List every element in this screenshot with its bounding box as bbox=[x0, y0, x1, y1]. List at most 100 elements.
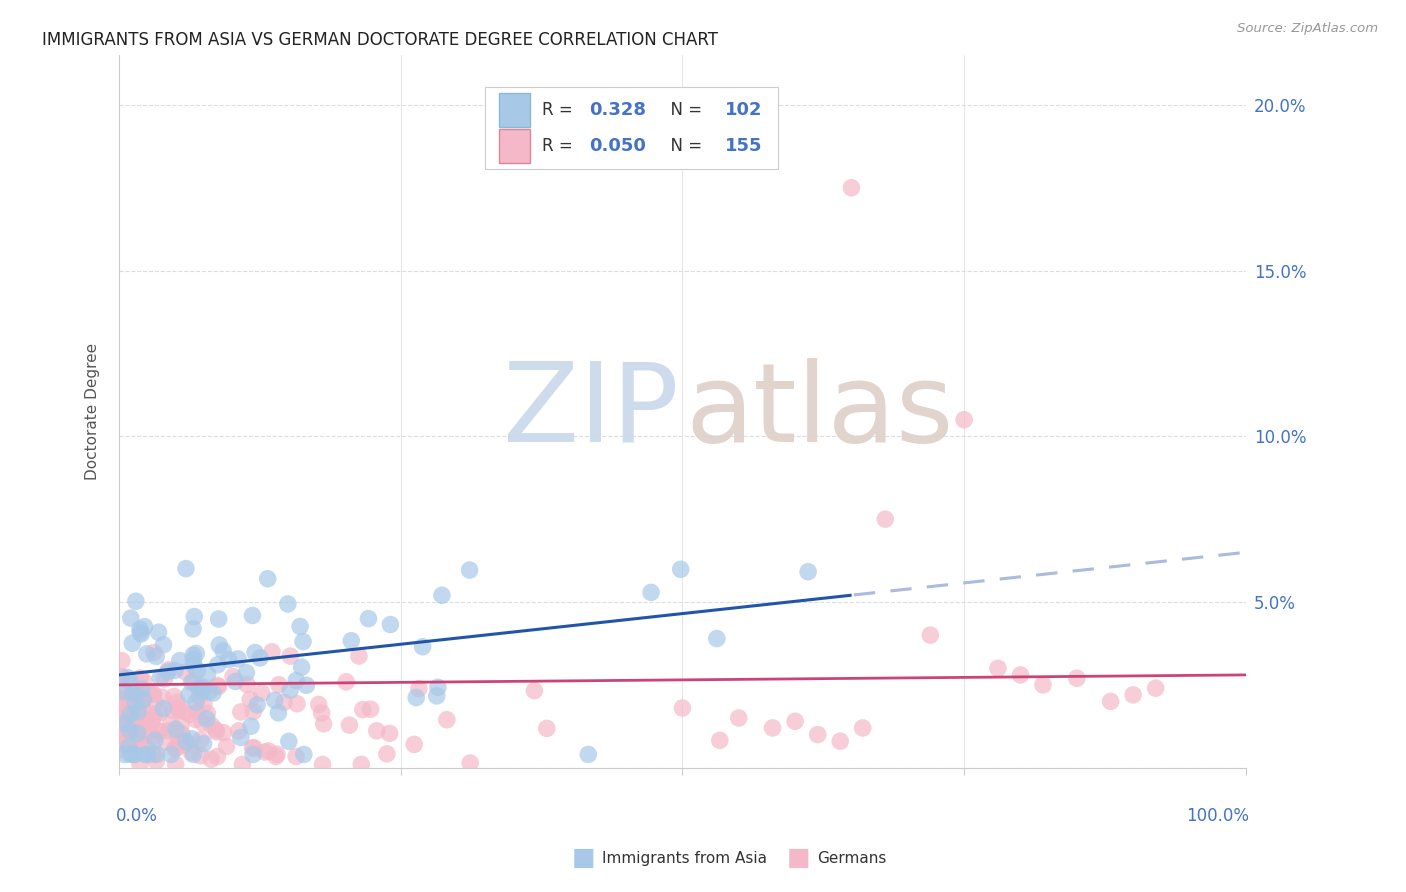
Point bbox=[229, 705, 252, 719]
Point bbox=[242, 705, 264, 719]
Point bbox=[243, 645, 266, 659]
Point bbox=[167, 703, 190, 717]
Point bbox=[404, 738, 426, 752]
Text: N =: N = bbox=[659, 101, 707, 119]
Point bbox=[987, 661, 1010, 675]
Point bbox=[226, 652, 249, 666]
Point bbox=[132, 716, 155, 731]
Point bbox=[190, 748, 212, 763]
Point bbox=[239, 692, 262, 706]
Point bbox=[181, 648, 204, 662]
Point bbox=[142, 730, 165, 744]
Point bbox=[260, 645, 283, 659]
Point bbox=[352, 703, 374, 717]
Point bbox=[953, 413, 976, 427]
Point bbox=[131, 681, 153, 696]
Point bbox=[149, 706, 172, 720]
Point bbox=[110, 709, 132, 723]
Point bbox=[180, 731, 202, 746]
Point bbox=[125, 718, 148, 732]
Point bbox=[187, 663, 209, 677]
Point bbox=[131, 695, 153, 709]
Point bbox=[121, 694, 143, 708]
Point bbox=[174, 561, 197, 575]
Point bbox=[165, 741, 187, 756]
Point bbox=[143, 708, 166, 723]
Point bbox=[807, 727, 830, 741]
Point bbox=[115, 731, 138, 745]
Point bbox=[205, 723, 228, 737]
Text: ■: ■ bbox=[787, 847, 810, 870]
Point bbox=[311, 706, 333, 720]
Point bbox=[207, 679, 229, 693]
Point bbox=[142, 747, 165, 762]
Point bbox=[187, 681, 209, 695]
Point bbox=[110, 719, 132, 733]
Point bbox=[180, 745, 202, 759]
Point bbox=[120, 708, 142, 723]
Point bbox=[150, 690, 173, 705]
Point bbox=[184, 695, 207, 709]
Point bbox=[143, 733, 166, 747]
Point bbox=[127, 701, 149, 715]
Point bbox=[127, 726, 149, 740]
Point bbox=[181, 673, 204, 688]
Point bbox=[426, 681, 449, 695]
Point bbox=[267, 706, 290, 720]
Point bbox=[277, 734, 299, 748]
Text: 102: 102 bbox=[725, 101, 762, 119]
Point bbox=[122, 712, 145, 726]
Point bbox=[110, 714, 132, 728]
Point bbox=[183, 609, 205, 624]
Point bbox=[141, 687, 163, 701]
Point bbox=[120, 611, 142, 625]
Point bbox=[172, 727, 194, 741]
Point bbox=[231, 757, 253, 772]
Point bbox=[118, 705, 141, 719]
Point bbox=[153, 672, 176, 686]
Point bbox=[167, 725, 190, 739]
Point bbox=[405, 690, 427, 705]
Point bbox=[1122, 688, 1144, 702]
Point bbox=[131, 691, 153, 706]
Point bbox=[132, 692, 155, 706]
Point bbox=[120, 729, 142, 743]
Point bbox=[430, 588, 453, 602]
Point bbox=[125, 714, 148, 729]
Point bbox=[277, 597, 299, 611]
Point bbox=[193, 737, 215, 751]
Point bbox=[347, 648, 370, 663]
Point bbox=[174, 734, 197, 748]
Point bbox=[134, 620, 156, 634]
Point bbox=[110, 722, 132, 736]
Point bbox=[174, 665, 197, 679]
Text: 155: 155 bbox=[725, 136, 762, 154]
Point bbox=[1032, 678, 1054, 692]
Point bbox=[129, 757, 152, 772]
Point bbox=[157, 663, 180, 677]
Point bbox=[458, 756, 481, 770]
Point bbox=[129, 627, 152, 641]
Point bbox=[135, 740, 157, 755]
Point bbox=[183, 747, 205, 762]
Point bbox=[830, 734, 852, 748]
Point bbox=[129, 733, 152, 747]
Point bbox=[165, 757, 187, 772]
Point bbox=[156, 665, 179, 679]
Point bbox=[243, 740, 266, 755]
Point bbox=[285, 673, 308, 688]
Text: 100.0%: 100.0% bbox=[1187, 807, 1249, 825]
Point bbox=[125, 594, 148, 608]
Point bbox=[157, 723, 180, 738]
Point bbox=[143, 747, 166, 761]
Point bbox=[640, 585, 662, 599]
Text: 0.328: 0.328 bbox=[589, 101, 645, 119]
Point bbox=[198, 685, 221, 699]
Point bbox=[188, 681, 211, 696]
Point bbox=[256, 572, 278, 586]
Point bbox=[120, 747, 142, 762]
Point bbox=[285, 749, 308, 764]
Point bbox=[195, 706, 218, 721]
Point bbox=[240, 719, 263, 733]
Point bbox=[285, 697, 308, 711]
